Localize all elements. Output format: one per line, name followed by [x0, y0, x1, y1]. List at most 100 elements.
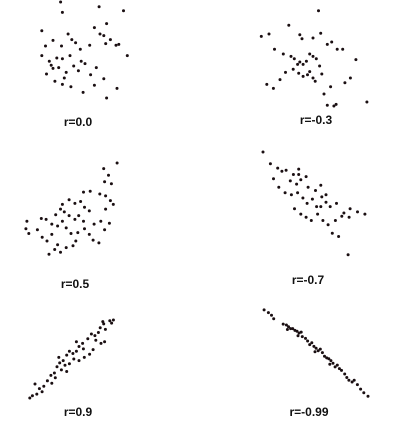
- scatter-point: [82, 219, 85, 223]
- scatter-panel-r-neg-0-7: [261, 150, 367, 257]
- scatter-point: [311, 54, 315, 58]
- scatter-point: [79, 59, 83, 63]
- scatter-point: [354, 58, 358, 62]
- scatter-point: [27, 232, 31, 235]
- scatter-point: [35, 228, 39, 232]
- scatter-point: [76, 69, 80, 73]
- scatter-point: [320, 72, 324, 76]
- scatter-point: [346, 253, 350, 257]
- scatter-point: [56, 224, 60, 228]
- scatter-point: [86, 337, 90, 341]
- scatter-point: [110, 321, 114, 325]
- scatter-point: [328, 362, 332, 366]
- scatter-point: [261, 150, 265, 154]
- scatter-point: [65, 353, 69, 357]
- scatter-point: [319, 31, 323, 35]
- scatter-point: [284, 70, 287, 74]
- scatter-point: [306, 185, 310, 189]
- scatter-point: [314, 189, 317, 192]
- scatter-point: [88, 43, 92, 47]
- scatter-point: [329, 85, 333, 89]
- scatter-point: [83, 205, 86, 209]
- scatter-point: [300, 37, 304, 41]
- scatter-point: [53, 376, 57, 380]
- scatter-point: [335, 363, 339, 367]
- scatter-point: [79, 200, 83, 203]
- scatter-point: [267, 32, 271, 36]
- scatter-point: [313, 350, 317, 354]
- scatter-point: [306, 73, 309, 77]
- scatter-point: [296, 62, 300, 66]
- scatter-point: [326, 223, 330, 227]
- scatter-point: [316, 212, 320, 216]
- scatter-point: [315, 205, 319, 209]
- scatter-point: [295, 182, 299, 186]
- scatter-point: [297, 167, 301, 171]
- scatter-point: [105, 96, 109, 100]
- scatter-point: [293, 207, 296, 211]
- scatter-point: [52, 371, 56, 375]
- scatter-point: [304, 175, 308, 179]
- scatter-point: [51, 66, 55, 70]
- scatter-point: [268, 162, 272, 166]
- scatter-point: [289, 193, 293, 197]
- scatter-panel-r-neg-0-99: [262, 308, 370, 398]
- scatter-point: [103, 180, 107, 184]
- scatter-point: [278, 78, 282, 82]
- scatter-point: [103, 327, 107, 331]
- scatter-point: [78, 47, 82, 51]
- scatter-point: [81, 341, 85, 345]
- scatter-point: [334, 102, 338, 106]
- scatter-point: [301, 196, 305, 200]
- scatter-point: [276, 166, 280, 170]
- scatter-point: [88, 189, 92, 193]
- scatter-point: [60, 44, 63, 48]
- scatter-point: [45, 72, 48, 76]
- scatter-point: [59, 0, 63, 4]
- scatter-point: [322, 92, 326, 96]
- scatter-point: [305, 201, 309, 205]
- scatter-point: [92, 222, 96, 226]
- scatter-point: [114, 43, 118, 47]
- scatter-point: [335, 201, 338, 205]
- scatter-point: [308, 343, 312, 347]
- scatter-point: [298, 60, 302, 64]
- scatter-point: [44, 217, 48, 221]
- scatter-point: [28, 396, 32, 400]
- scatter-point: [92, 83, 96, 87]
- scatter-point: [55, 56, 59, 60]
- scatter-point: [104, 194, 108, 198]
- scatter-point: [330, 231, 334, 235]
- scatter-point: [66, 32, 70, 36]
- scatter-point: [108, 38, 112, 42]
- scatter-point: [98, 326, 102, 330]
- scatter-panel-r-neg-0-3: [259, 9, 369, 108]
- scatter-point: [111, 318, 115, 322]
- scatter-point: [109, 182, 113, 186]
- scatter-point: [298, 33, 302, 37]
- scatter-point: [347, 378, 351, 382]
- scatter-point: [64, 246, 68, 250]
- scatter-point: [111, 202, 115, 206]
- scatter-point: [102, 77, 106, 81]
- scatter-point: [311, 36, 315, 40]
- scatter-point: [333, 219, 337, 222]
- scatter-point: [107, 173, 110, 177]
- scatter-point: [45, 379, 49, 383]
- scatter-point: [98, 192, 102, 196]
- scatter-point: [359, 387, 363, 391]
- scatter-point: [67, 198, 71, 202]
- scatter-point: [348, 207, 352, 211]
- scatter-point: [266, 311, 270, 315]
- scatter-point: [101, 320, 105, 324]
- scatter-point: [63, 363, 67, 367]
- caption-r-0-9: r=0.9: [64, 405, 93, 419]
- scatter-point: [288, 179, 292, 183]
- scatter-point: [320, 195, 324, 199]
- scatter-point: [33, 382, 37, 386]
- scatter-point: [304, 336, 307, 340]
- scatter-point: [289, 54, 293, 58]
- scatter-point: [280, 169, 284, 173]
- scatter-point: [310, 197, 314, 201]
